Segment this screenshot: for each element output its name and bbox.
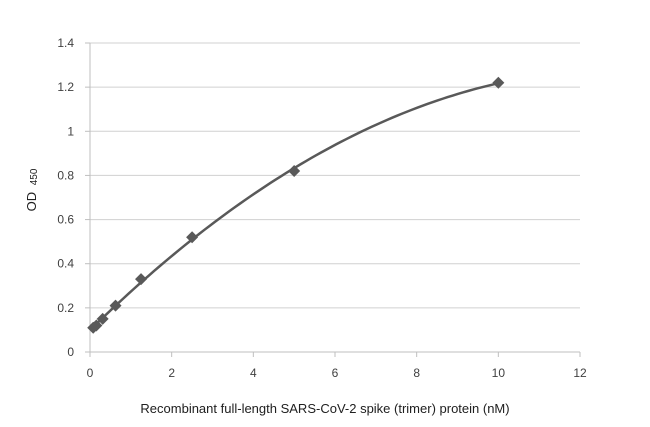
data-point — [90, 319, 103, 332]
tick-labels: 0 0.2 0.4 0.6 0.8 1 1.2 1.4 0 2 4 6 8 10 12 — [57, 36, 587, 380]
trendline — [92, 82, 499, 328]
y-tick-label: 1.2 — [57, 80, 74, 94]
y-tick-label: 0.4 — [57, 257, 74, 271]
y-tick-label: 0 — [67, 345, 74, 359]
data-point — [186, 231, 199, 244]
gridlines — [90, 42, 580, 309]
data-point — [109, 299, 122, 312]
x-axis-title: Recombinant full-length SARS-CoV-2 spike… — [140, 401, 509, 416]
data-series — [87, 76, 505, 334]
x-tick-label: 2 — [168, 366, 175, 380]
x-tick-label: 6 — [332, 366, 339, 380]
y-tick-label: 0.8 — [57, 168, 74, 182]
data-point — [96, 312, 109, 325]
data-point — [492, 76, 505, 89]
x-tick-label: 0 — [87, 366, 94, 380]
y-tick-label: 0.6 — [57, 213, 74, 227]
x-tick-label: 12 — [573, 366, 587, 380]
x-tick-label: 4 — [250, 366, 257, 380]
data-point — [288, 165, 301, 178]
y-tick-label: 0.2 — [57, 301, 74, 315]
y-tick-label: 1.4 — [57, 36, 74, 50]
y-axis-title: OD 450 — [24, 168, 40, 211]
x-tick-label: 8 — [413, 366, 420, 380]
data-point — [135, 273, 148, 286]
y-tick-label: 1 — [67, 124, 74, 138]
axes — [85, 42, 581, 357]
x-tick-label: 10 — [492, 366, 506, 380]
